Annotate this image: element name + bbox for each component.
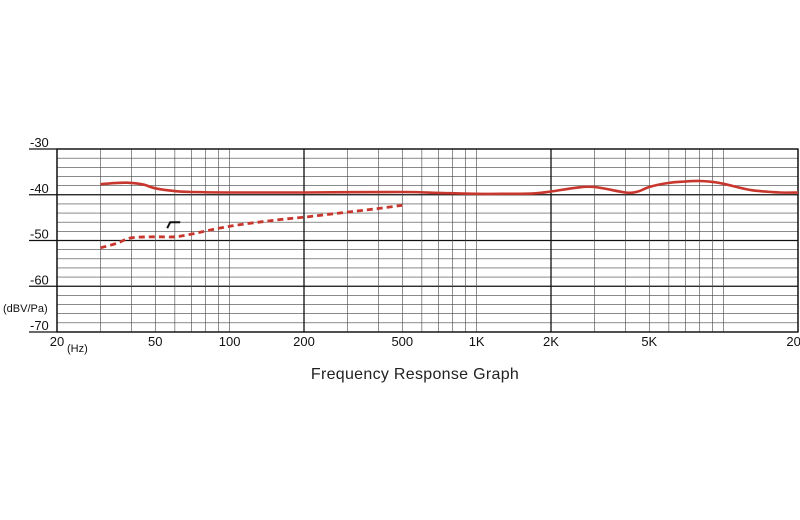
x-tick-label: 2K (543, 334, 559, 349)
x-tick-label: 100 (219, 334, 241, 349)
x-axis-unit: (Hz) (67, 343, 88, 355)
x-tick-label: 500 (391, 334, 413, 349)
y-tick-label: -30 (30, 135, 49, 150)
annotation-mark (166, 221, 181, 229)
grid (56, 148, 799, 333)
chart-title: Frequency Response Graph (311, 366, 519, 383)
y-tick-label: -40 (30, 181, 49, 196)
curves (100, 179, 799, 250)
y-tick-label: -70 (30, 318, 49, 333)
series-line-solid (100, 179, 799, 196)
x-tick-label: 20 (50, 334, 64, 349)
y-tick-label: -60 (30, 272, 49, 287)
x-tick-label: 200 (293, 334, 315, 349)
series-line-dashed (100, 203, 403, 250)
y-axis-unit: (dBV/Pa) (3, 303, 48, 315)
x-tick-label: 5K (641, 334, 657, 349)
x-tick-label: 50 (148, 334, 162, 349)
x-tick-label: 20K (786, 334, 800, 349)
y-tick-label: -50 (30, 227, 49, 242)
x-tick-label: 1K (469, 334, 485, 349)
